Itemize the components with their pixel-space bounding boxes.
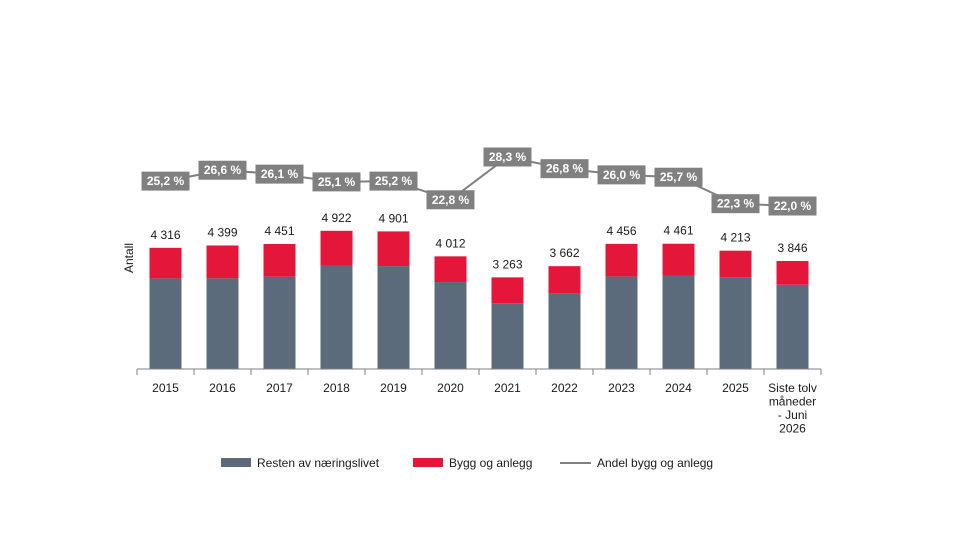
bars (149, 230, 809, 369)
legend-swatch-rest (221, 458, 251, 467)
share-label-box (540, 159, 589, 179)
legend-label-bygg: Bygg og anlegg (449, 456, 532, 470)
share-label-box (312, 172, 361, 192)
share-label: 28,3 % (483, 147, 532, 167)
share-label: 22,0 % (768, 196, 817, 216)
share-label: 22,8 % (426, 190, 475, 210)
share-label-text: 22,8 % (432, 193, 470, 207)
total-label: 4 451 (264, 224, 294, 238)
share-label: 22,3 % (711, 194, 760, 214)
total-label: 3 263 (492, 257, 522, 271)
total-label: 3 846 (777, 241, 807, 255)
x-tick-label: 2023 (608, 381, 635, 395)
bar-bygg (263, 244, 296, 277)
share-label-box (654, 167, 703, 187)
x-tick-label: 2020 (437, 381, 464, 395)
bar-bygg (206, 245, 239, 279)
total-label: 4 901 (378, 211, 408, 225)
share-label-text: 25,1 % (318, 175, 356, 189)
bar-rest (377, 266, 410, 369)
share-label-box (255, 164, 304, 184)
total-label: 4 213 (720, 231, 750, 245)
share-label-text: 26,1 % (261, 167, 299, 181)
x-tick-label: 2015 (152, 381, 179, 395)
bar-rest (662, 275, 695, 369)
legend-label-rest: Resten av næringslivet (257, 456, 380, 470)
share-label-box (369, 171, 418, 191)
x-tick-label: 2022 (551, 381, 578, 395)
share-labels: 25,2 % 26,6 % 26,1 % 25,1 % 25,2 % 22,8 % 28,3… (141, 147, 817, 216)
bar-rest (149, 278, 182, 369)
share-label-text: 26,0 % (603, 168, 641, 182)
bar-rest (320, 265, 353, 369)
share-label-text: 25,7 % (660, 170, 698, 184)
bar-rest (548, 293, 581, 369)
bar-bygg (149, 247, 182, 279)
bar-bygg (434, 256, 467, 283)
share-label-text: 25,2 % (375, 174, 413, 188)
share-label: 25,2 % (369, 171, 418, 191)
bar-rest (434, 282, 467, 369)
share-label: 25,1 % (312, 172, 361, 192)
bar-rest (719, 277, 752, 369)
x-axis-labels: 2015 2016 2017 2018 2019 2020 2021 2022 2023 2024… (152, 381, 817, 436)
total-label: 4 922 (321, 211, 351, 225)
x-axis-ticks (136, 369, 822, 375)
share-label: 26,0 % (597, 165, 646, 185)
total-label: 4 456 (606, 224, 636, 238)
bar-bygg (719, 250, 752, 278)
bar-rest (206, 278, 239, 369)
x-tick-label: 2017 (266, 381, 293, 395)
bar-rest (776, 284, 809, 369)
total-label: 4 316 (150, 228, 180, 242)
bar-bygg (605, 243, 638, 277)
bar-bygg (776, 261, 809, 285)
share-label-text: 22,0 % (774, 199, 812, 213)
share-label: 25,7 % (654, 167, 703, 187)
total-labels: 4 316 4 399 4 451 4 922 4 901 4 012 3 263 3 662… (150, 211, 807, 272)
total-label: 4 399 (207, 225, 237, 239)
share-label-text: 25,2 % (147, 174, 185, 188)
share-label-box (426, 190, 475, 210)
legend: Resten av næringslivet Bygg og anlegg An… (221, 456, 713, 470)
bar-rest (605, 276, 638, 369)
x-tick-label: Siste tolv måneder - Juni 2026 (768, 381, 817, 436)
share-label: 26,8 % (540, 159, 589, 179)
total-label: 4 461 (663, 224, 693, 238)
bar-rest (491, 303, 524, 369)
share-label-box (597, 165, 646, 185)
bar-bygg (491, 277, 524, 304)
x-tick-label: 2016 (209, 381, 236, 395)
share-label-box (198, 160, 247, 180)
x-tick-label: 2021 (494, 381, 521, 395)
total-label: 4 012 (435, 236, 465, 250)
total-label: 3 662 (549, 246, 579, 260)
share-label-text: 28,3 % (489, 150, 527, 164)
share-label-box (141, 171, 190, 191)
bar-bygg (320, 230, 353, 266)
x-tick-label: 2019 (380, 381, 407, 395)
x-tick-label: 2024 (665, 381, 692, 395)
share-label: 25,2 % (141, 171, 190, 191)
x-tick-label: 2025 (722, 381, 749, 395)
share-label-text: 22,3 % (717, 197, 755, 211)
share-label-text: 26,6 % (204, 163, 242, 177)
bar-bygg (548, 266, 581, 294)
share-label-box (768, 196, 817, 216)
bar-bygg (662, 243, 695, 276)
share-label-text: 26,8 % (546, 162, 584, 176)
share-label-box (711, 194, 760, 214)
share-label: 26,6 % (198, 160, 247, 180)
share-label-box (483, 147, 532, 167)
x-tick-label: 2018 (323, 381, 350, 395)
share-label: 26,1 % (255, 164, 304, 184)
legend-swatch-bygg (413, 458, 443, 467)
bar-rest (263, 276, 296, 369)
legend-label-andel: Andel bygg og anlegg (597, 456, 713, 470)
bar-bygg (377, 231, 410, 267)
y-axis-title: Antall (122, 243, 136, 273)
